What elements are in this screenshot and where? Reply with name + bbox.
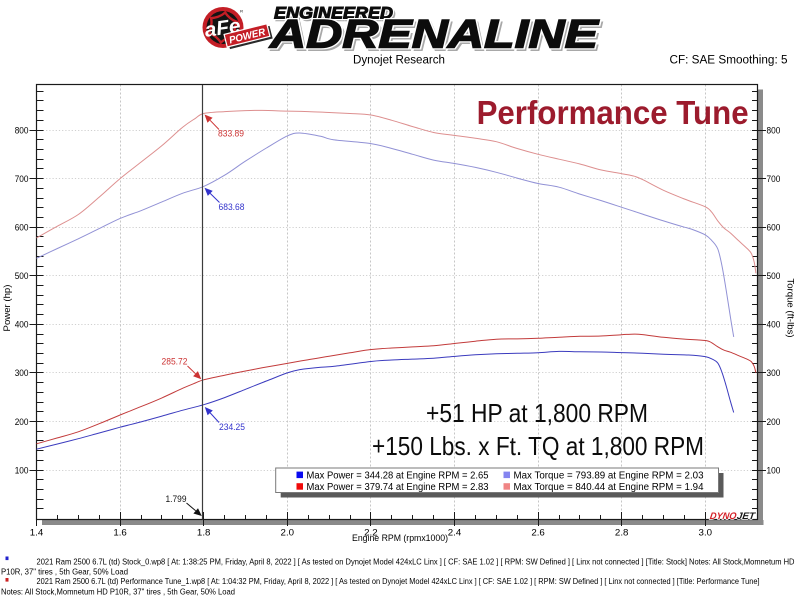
svg-text:P10R, 37" tires , 5th Gear, 50: P10R, 37" tires , 5th Gear, 50% Load (1, 567, 128, 577)
svg-text:600: 600 (767, 223, 781, 233)
svg-text:Dynojet Research: Dynojet Research (353, 55, 445, 67)
svg-text:Max Power = 344.28 at Engine R: Max Power = 344.28 at Engine RPM = 2.65 (307, 470, 489, 481)
svg-text:2021 Ram 2500 6.7L (td) Stock_: 2021 Ram 2500 6.7L (td) Stock_0.wp8 [ At… (37, 557, 795, 567)
svg-text:600: 600 (15, 223, 29, 233)
svg-text:100: 100 (15, 465, 29, 475)
svg-text:Performance Tune: Performance Tune (477, 94, 749, 131)
svg-text:DYNO: DYNO (709, 511, 738, 522)
svg-text:2.6: 2.6 (531, 527, 545, 537)
svg-text:833.89: 833.89 (218, 129, 244, 140)
svg-text:3.0: 3.0 (699, 527, 713, 537)
svg-text:683.68: 683.68 (219, 202, 245, 213)
svg-text:Notes: All Stock,Momnetum HD P: Notes: All Stock,Momnetum HD P10R, 37" t… (1, 587, 235, 597)
svg-text:ADRENALINE: ADRENALINE (269, 13, 600, 57)
svg-text:400: 400 (767, 320, 781, 330)
svg-text:700: 700 (15, 174, 29, 184)
svg-text:2.2: 2.2 (364, 527, 378, 537)
svg-text:2.8: 2.8 (615, 527, 629, 537)
svg-text:Power (hp): Power (hp) (2, 285, 13, 332)
svg-text:2.4: 2.4 (448, 527, 462, 537)
svg-text:285.72: 285.72 (162, 357, 188, 368)
svg-text:2.0: 2.0 (281, 527, 295, 537)
svg-text:CF: SAE Smoothing: 5: CF: SAE Smoothing: 5 (670, 55, 788, 67)
svg-text:Max Power = 379.74 at Engine R: Max Power = 379.74 at Engine RPM = 2.83 (307, 482, 489, 493)
svg-text:ENGINEERED: ENGINEERED (274, 4, 393, 23)
svg-text:Max Torque = 840.44 at Engine: Max Torque = 840.44 at Engine RPM = 1.94 (514, 482, 704, 493)
svg-text:500: 500 (767, 271, 781, 281)
svg-text:1.4: 1.4 (30, 527, 44, 537)
svg-text:234.25: 234.25 (219, 422, 245, 433)
svg-text:2021 Ram 2500 6.7L (td) Perfor: 2021 Ram 2500 6.7L (td) Performance Tune… (37, 576, 760, 586)
svg-text:1.799: 1.799 (166, 494, 187, 505)
svg-text:Max Torque = 793.89 at Engine: Max Torque = 793.89 at Engine RPM = 2.03 (514, 470, 704, 481)
svg-text:700: 700 (767, 174, 781, 184)
svg-text:JET: JET (736, 511, 757, 522)
svg-text:200: 200 (767, 417, 781, 427)
svg-text:ADRENALINE: ADRENALINE (269, 13, 600, 57)
svg-text:100: 100 (767, 465, 781, 475)
svg-text:300: 300 (767, 368, 781, 378)
svg-text:Engine RPM (rpmx1000): Engine RPM (rpmx1000) (352, 533, 448, 544)
svg-text:+150 Lbs. x Ft. TQ at 1,800 RP: +150 Lbs. x Ft. TQ at 1,800 RPM (372, 431, 704, 461)
svg-text:800: 800 (15, 125, 29, 135)
svg-text:800: 800 (767, 125, 781, 135)
svg-text:ENGINEERED: ENGINEERED (274, 4, 393, 23)
svg-text:+51 HP at 1,800 RPM: +51 HP at 1,800 RPM (426, 398, 648, 428)
svg-text:200: 200 (15, 417, 29, 427)
svg-text:1.8: 1.8 (197, 527, 211, 537)
svg-text:ADRENALINE: ADRENALINE (271, 15, 602, 59)
svg-text:500: 500 (15, 271, 29, 281)
svg-text:Torque (ft-lbs): Torque (ft-lbs) (785, 278, 796, 337)
svg-text:300: 300 (15, 368, 29, 378)
svg-text:R: R (240, 8, 243, 13)
svg-text:1.6: 1.6 (113, 527, 127, 537)
svg-text:ENGINEERED: ENGINEERED (276, 6, 395, 25)
svg-text:400: 400 (15, 320, 29, 330)
